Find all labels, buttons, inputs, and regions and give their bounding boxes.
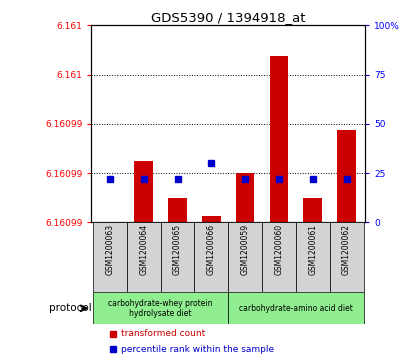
Bar: [303, 197, 322, 222]
Bar: [270, 56, 288, 222]
Bar: [228, 293, 364, 324]
Bar: [262, 222, 296, 293]
Text: protocol: protocol: [49, 303, 92, 313]
Text: GSM1200061: GSM1200061: [308, 224, 317, 275]
Text: percentile rank within the sample: percentile rank within the sample: [122, 345, 275, 354]
Text: carbohydrate-whey protein
hydrolysate diet: carbohydrate-whey protein hydrolysate di…: [108, 299, 213, 318]
Bar: [93, 222, 127, 293]
Bar: [134, 161, 153, 222]
Title: GDS5390 / 1394918_at: GDS5390 / 1394918_at: [151, 11, 305, 24]
Text: GSM1200065: GSM1200065: [173, 224, 182, 276]
Text: GSM1200066: GSM1200066: [207, 224, 216, 276]
Bar: [228, 222, 262, 293]
Bar: [127, 222, 161, 293]
Bar: [195, 222, 228, 293]
Bar: [296, 222, 330, 293]
Bar: [330, 222, 364, 293]
Text: GSM1200059: GSM1200059: [241, 224, 250, 276]
Bar: [168, 197, 187, 222]
Bar: [236, 173, 254, 222]
Text: GSM1200064: GSM1200064: [139, 224, 148, 276]
Text: transformed count: transformed count: [122, 329, 206, 338]
Bar: [337, 130, 356, 222]
Text: carbohydrate-amino acid diet: carbohydrate-amino acid diet: [239, 304, 353, 313]
Bar: [161, 222, 195, 293]
Text: GSM1200060: GSM1200060: [274, 224, 283, 276]
Bar: [93, 293, 228, 324]
Text: GSM1200062: GSM1200062: [342, 224, 351, 275]
Text: GSM1200063: GSM1200063: [105, 224, 115, 276]
Bar: [202, 216, 221, 222]
